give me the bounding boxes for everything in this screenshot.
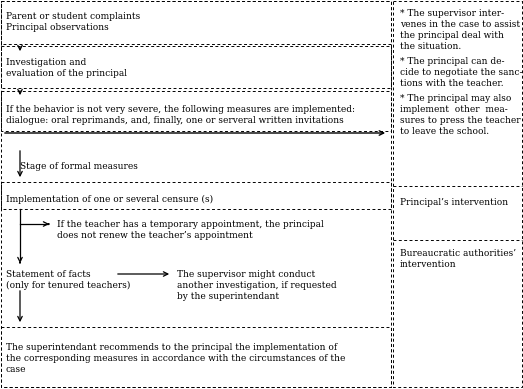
Text: * The principal can de-: * The principal can de- xyxy=(400,57,505,66)
Text: Principal’s intervention: Principal’s intervention xyxy=(400,198,508,207)
Text: Bureaucratic authorities’: Bureaucratic authorities’ xyxy=(400,249,516,258)
Text: the corresponding measures in accordance with the circumstances of the: the corresponding measures in accordance… xyxy=(6,354,345,363)
Bar xyxy=(1,327,391,387)
Text: The superintendant recommends to the principal the implementation of: The superintendant recommends to the pri… xyxy=(6,343,337,352)
Text: Stage of formal measures: Stage of formal measures xyxy=(20,162,138,171)
Text: * The supervisor inter-: * The supervisor inter- xyxy=(400,9,504,18)
Text: dialogue: oral reprimands, and, finally, one or serveral written invitations: dialogue: oral reprimands, and, finally,… xyxy=(6,116,344,125)
Text: the principal deal with: the principal deal with xyxy=(400,31,504,40)
Text: (only for tenured teachers): (only for tenured teachers) xyxy=(6,281,130,290)
Bar xyxy=(1,182,391,209)
Text: implement  other  mea-: implement other mea- xyxy=(400,105,508,114)
Text: venes in the case to assist: venes in the case to assist xyxy=(400,20,520,29)
Text: tions with the teacher.: tions with the teacher. xyxy=(400,79,504,88)
Text: The supervisor might conduct: The supervisor might conduct xyxy=(177,270,315,279)
Text: * The principal may also: * The principal may also xyxy=(400,94,511,103)
Text: intervention: intervention xyxy=(400,260,457,269)
Text: another investigation, if requested: another investigation, if requested xyxy=(177,281,337,290)
Text: Investigation and: Investigation and xyxy=(6,58,86,67)
Text: Principal observations: Principal observations xyxy=(6,23,109,32)
Text: the situation.: the situation. xyxy=(400,42,461,51)
Text: Implementation of one or several censure (s): Implementation of one or several censure… xyxy=(6,195,213,204)
Text: by the superintendant: by the superintendant xyxy=(177,292,279,301)
Text: does not renew the teacher’s appointment: does not renew the teacher’s appointment xyxy=(57,231,253,240)
Text: case: case xyxy=(6,365,27,374)
Bar xyxy=(1,46,391,88)
Text: If the behavior is not very severe, the following measures are implemented:: If the behavior is not very severe, the … xyxy=(6,105,355,114)
Bar xyxy=(1,1,391,387)
Bar xyxy=(1,1,391,44)
Text: evaluation of the principal: evaluation of the principal xyxy=(6,69,127,78)
Text: sures to press the teacher: sures to press the teacher xyxy=(400,116,520,125)
Bar xyxy=(393,1,522,387)
Text: Statement of facts: Statement of facts xyxy=(6,270,90,279)
Text: If the teacher has a temporary appointment, the principal: If the teacher has a temporary appointme… xyxy=(57,220,324,229)
Text: to leave the school.: to leave the school. xyxy=(400,127,489,136)
Bar xyxy=(1,91,391,131)
Text: Parent or student complaints: Parent or student complaints xyxy=(6,12,140,21)
Text: cide to negotiate the sanc-: cide to negotiate the sanc- xyxy=(400,68,522,77)
